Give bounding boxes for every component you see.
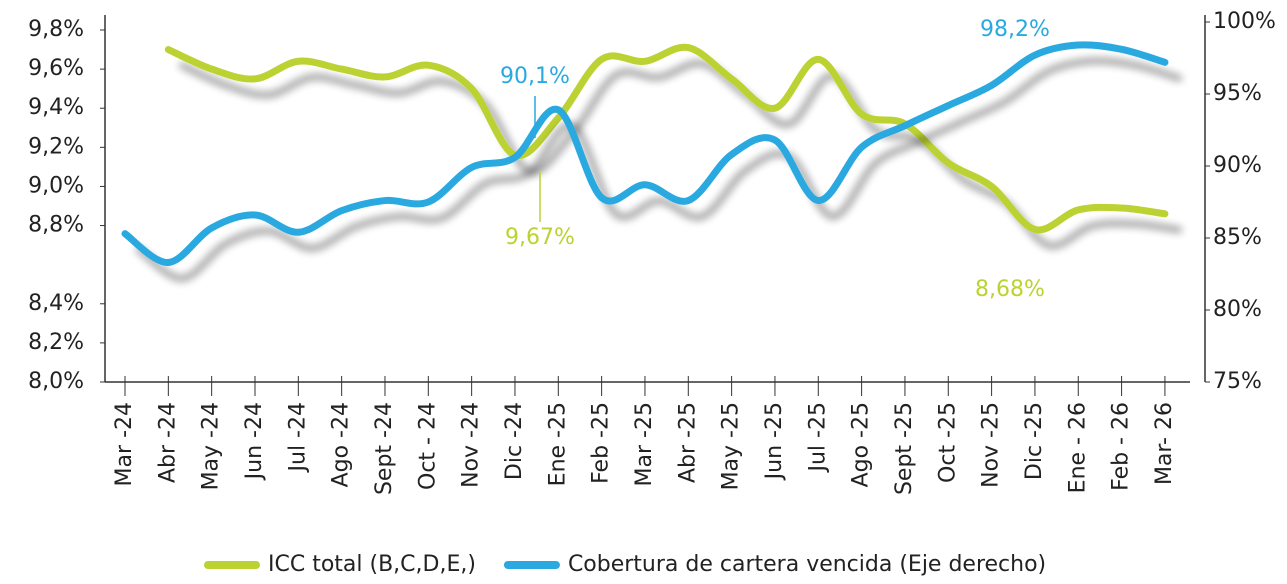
legend-label: Cobertura de cartera vencida (Eje derech… xyxy=(568,552,1046,577)
y2-tick-label: 100% xyxy=(1213,9,1276,34)
x-tick-label: Jun -24 xyxy=(242,402,267,481)
y-tick-label: 9,8% xyxy=(28,17,84,42)
x-tick-label: Feb - 26 xyxy=(1109,402,1134,491)
y-tick-label: 8,4% xyxy=(28,291,84,316)
x-tick-label: Mar- 26 xyxy=(1152,402,1177,485)
x-tick-label: Mar -25 xyxy=(632,402,657,486)
x-tick-label: Oct -25 xyxy=(935,402,960,483)
annotation: 9,67% xyxy=(505,225,575,250)
x-tick-label: May -24 xyxy=(199,402,224,490)
y2-tick-label: 80% xyxy=(1213,297,1262,322)
x-tick-label: Dic -24 xyxy=(502,402,527,480)
y-tick-label: 9,6% xyxy=(28,56,84,81)
y2-tick-label: 90% xyxy=(1213,153,1262,178)
x-tick-label: Nov -24 xyxy=(459,402,484,488)
x-tick-label: Abr -24 xyxy=(155,402,180,483)
x-tick-label: Sept -24 xyxy=(372,402,397,495)
x-tick-label: Sept -25 xyxy=(892,402,917,495)
y-tick-label: 9,4% xyxy=(28,95,84,120)
series-line xyxy=(164,43,1169,234)
y2-tick-label: 75% xyxy=(1213,369,1262,394)
x-tick-label: Ene - 26 xyxy=(1065,402,1090,493)
series-line xyxy=(121,41,1169,266)
x-tick-label: Jun -25 xyxy=(762,402,787,481)
y-tick-label: 8,0% xyxy=(28,369,84,394)
y2-tick-label: 95% xyxy=(1213,81,1262,106)
x-tick-label: Ene -25 xyxy=(545,402,570,486)
annotation: 90,1% xyxy=(500,64,570,89)
y-tick-label: 9,0% xyxy=(28,173,84,198)
x-tick-label: Jul -24 xyxy=(285,402,310,473)
x-tick-label: Feb -25 xyxy=(589,402,614,484)
x-tick-label: Abr -25 xyxy=(675,402,700,483)
legend-label: ICC total (B,C,D,E,) xyxy=(268,552,476,577)
x-tick-label: Jul -25 xyxy=(805,402,830,473)
y-tick-label: 9,2% xyxy=(28,134,84,159)
annotation: 8,68% xyxy=(975,277,1045,302)
x-tick-label: Nov -25 xyxy=(979,402,1004,488)
annotation: 98,2% xyxy=(980,17,1050,42)
x-tick-label: Oct - 24 xyxy=(415,402,440,490)
x-tick-label: May -25 xyxy=(719,402,744,490)
y-tick-label: 8,8% xyxy=(28,213,84,238)
x-tick-label: Mar -24 xyxy=(112,402,137,486)
y-tick-label: 8,2% xyxy=(28,330,84,355)
x-tick-label: Ago -24 xyxy=(329,402,354,487)
y2-tick-label: 85% xyxy=(1213,225,1262,250)
x-tick-label: Ago -25 xyxy=(849,402,874,487)
x-tick-label: Dic -25 xyxy=(1022,402,1047,480)
